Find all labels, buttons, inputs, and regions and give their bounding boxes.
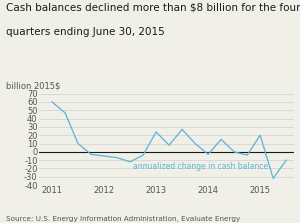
Text: annualized change in cash balance: annualized change in cash balance — [133, 162, 268, 171]
Text: quarters ending June 30, 2015: quarters ending June 30, 2015 — [6, 27, 165, 37]
Text: Source: U.S. Energy Information Administration, Evaluate Energy: Source: U.S. Energy Information Administ… — [6, 216, 240, 222]
Text: billion 2015$: billion 2015$ — [6, 81, 60, 90]
Text: Cash balances declined more than $8 billion for the four: Cash balances declined more than $8 bill… — [6, 2, 300, 12]
